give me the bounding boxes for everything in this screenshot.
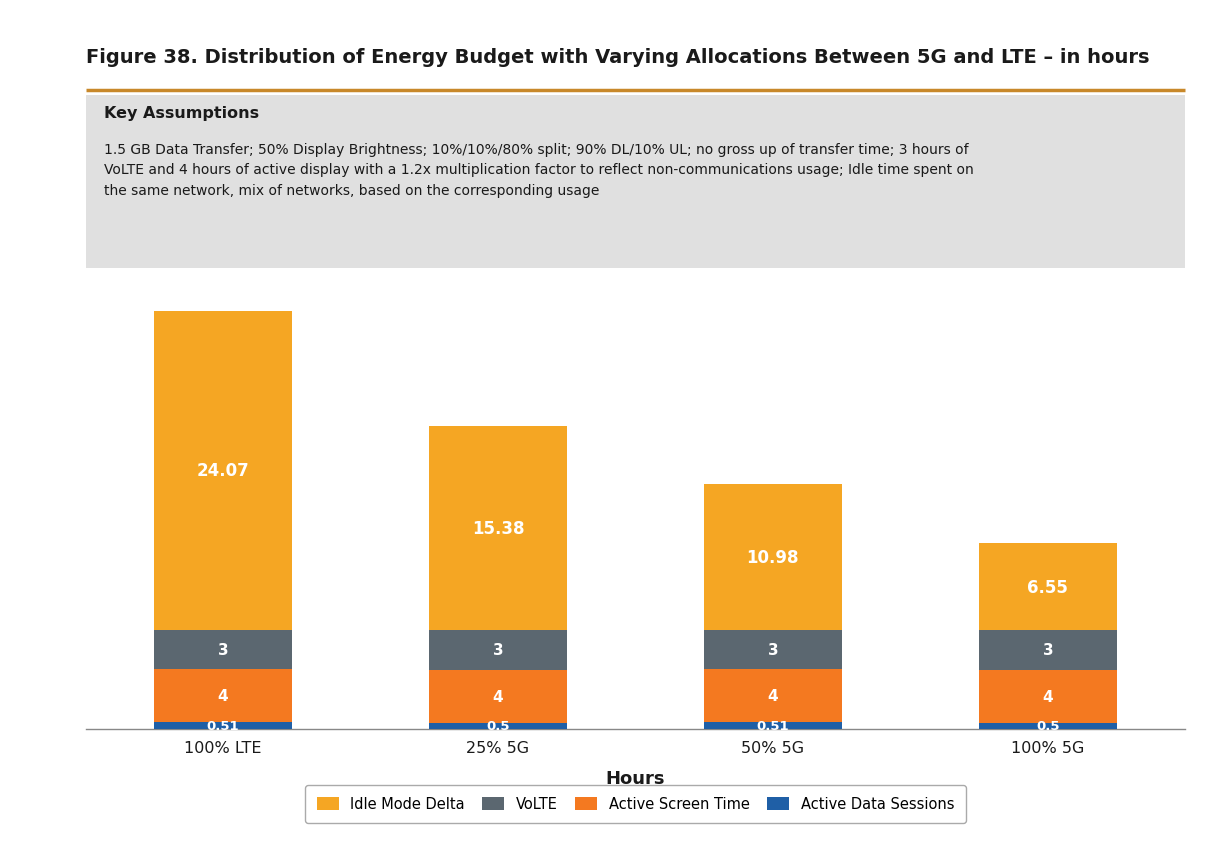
Text: 4: 4 <box>492 688 503 704</box>
Bar <box>979 670 1117 722</box>
Bar <box>154 722 292 729</box>
Text: 0.5: 0.5 <box>486 720 510 733</box>
Text: 3: 3 <box>767 642 778 658</box>
Text: 3: 3 <box>218 642 229 658</box>
Bar <box>154 670 292 722</box>
Text: 3: 3 <box>492 642 503 658</box>
Bar <box>154 312 292 630</box>
Bar <box>704 670 842 722</box>
Bar <box>704 630 842 670</box>
Text: 1.5 GB Data Transfer; 50% Display Brightness; 10%/10%/80% split; 90% DL/10% UL; : 1.5 GB Data Transfer; 50% Display Bright… <box>104 142 974 198</box>
Text: 6.55: 6.55 <box>1028 577 1068 596</box>
Bar <box>979 630 1117 670</box>
X-axis label: Hours: Hours <box>606 769 665 787</box>
Bar <box>979 722 1117 729</box>
Bar <box>154 630 292 670</box>
Bar <box>429 630 567 670</box>
Bar <box>979 543 1117 630</box>
Bar <box>429 670 567 722</box>
Text: 10.98: 10.98 <box>747 548 799 566</box>
Legend: Idle Mode Delta, VoLTE, Active Screen Time, Active Data Sessions: Idle Mode Delta, VoLTE, Active Screen Ti… <box>306 785 965 823</box>
Text: 4: 4 <box>218 688 229 704</box>
Bar <box>429 722 567 729</box>
Text: 4: 4 <box>1042 688 1053 704</box>
Text: Figure 38. Distribution of Energy Budget with Varying Allocations Between 5G and: Figure 38. Distribution of Energy Budget… <box>86 48 1149 67</box>
Text: Key Assumptions: Key Assumptions <box>104 106 259 121</box>
Text: 4: 4 <box>767 688 778 704</box>
Text: 0.51: 0.51 <box>207 719 240 733</box>
Bar <box>704 485 842 630</box>
Text: 24.07: 24.07 <box>197 462 249 480</box>
Text: 3: 3 <box>1042 642 1053 658</box>
Text: 15.38: 15.38 <box>472 519 524 537</box>
Bar <box>704 722 842 729</box>
Text: 0.51: 0.51 <box>756 719 789 733</box>
Text: 0.5: 0.5 <box>1036 720 1059 733</box>
Bar <box>429 426 567 630</box>
